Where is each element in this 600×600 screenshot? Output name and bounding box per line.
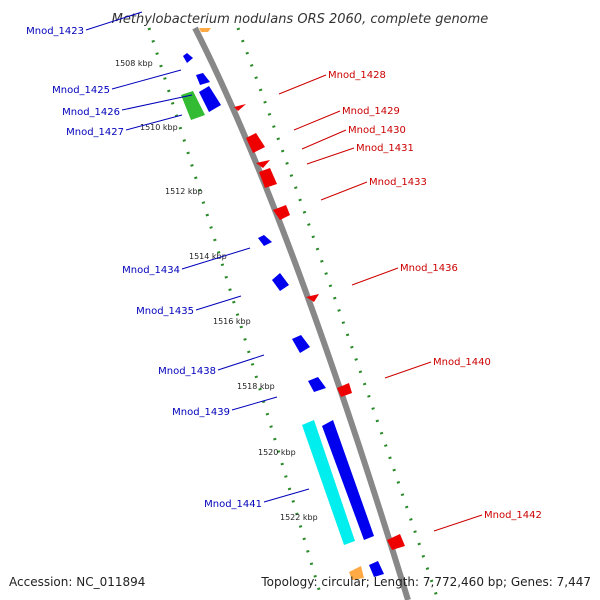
forward-gene[interactable] bbox=[272, 273, 289, 291]
reverse-gene[interactable] bbox=[306, 294, 319, 302]
gene-label[interactable]: Mnod_1436 bbox=[400, 263, 458, 274]
leader-line bbox=[320, 181, 368, 201]
leader-line bbox=[121, 94, 193, 111]
leader-line bbox=[306, 147, 355, 165]
leader-line bbox=[125, 114, 183, 131]
reverse-gene[interactable] bbox=[387, 534, 405, 550]
forward-gene[interactable] bbox=[183, 53, 193, 63]
kbp-label: 1520 kbp bbox=[258, 448, 296, 457]
reverse-gene[interactable] bbox=[259, 168, 277, 188]
rna-gene[interactable] bbox=[181, 91, 205, 120]
forward-gene[interactable] bbox=[292, 335, 310, 353]
cds-highlight[interactable] bbox=[302, 420, 355, 545]
gene-label[interactable]: Mnod_1425 bbox=[52, 85, 110, 96]
gene-label[interactable]: Mnod_1434 bbox=[122, 265, 180, 276]
reverse-gene[interactable] bbox=[234, 104, 246, 111]
gene-label[interactable]: Mnod_1442 bbox=[484, 510, 542, 521]
forward-gene[interactable] bbox=[369, 561, 384, 577]
gene-label[interactable]: Mnod_1423 bbox=[26, 26, 84, 37]
leader-line bbox=[231, 396, 278, 411]
genome-backbone bbox=[192, 26, 411, 600]
other-feature[interactable] bbox=[349, 566, 364, 580]
gene-label[interactable]: Mnod_1433 bbox=[369, 177, 427, 188]
leader-line bbox=[433, 514, 483, 532]
leader-line bbox=[278, 74, 327, 95]
kbp-label: 1516 kbp bbox=[213, 317, 251, 326]
gene-label[interactable]: Mnod_1430 bbox=[348, 125, 406, 136]
forward-gene[interactable] bbox=[258, 235, 272, 246]
kbp-label: 1514 kbp bbox=[189, 252, 227, 261]
leader-line bbox=[301, 129, 347, 150]
kbp-label: 1510 kbp bbox=[140, 123, 178, 132]
map-title: Methylobacterium nodulans ORS 2060, comp… bbox=[112, 12, 489, 27]
gene-label[interactable]: Mnod_1431 bbox=[356, 143, 414, 154]
kbp-label: 1512 kbp bbox=[165, 187, 203, 196]
gene-label[interactable]: Mnod_1429 bbox=[342, 106, 400, 117]
gene-label[interactable]: Mnod_1426 bbox=[62, 107, 120, 118]
reverse-gene[interactable] bbox=[273, 205, 290, 220]
gene-label[interactable]: Mnod_1439 bbox=[172, 407, 230, 418]
reverse-gene[interactable] bbox=[246, 133, 265, 153]
forward-gene[interactable] bbox=[196, 73, 210, 85]
leader-line bbox=[263, 488, 310, 503]
kbp-label: 1518 kbp bbox=[237, 382, 275, 391]
kbp-label: 1522 kbp bbox=[280, 513, 318, 522]
forward-gene[interactable] bbox=[199, 86, 221, 112]
gene-label[interactable]: Mnod_1440 bbox=[433, 357, 491, 368]
gene-label[interactable]: Mnod_1435 bbox=[136, 306, 194, 317]
kbp-label: 1508 kbp bbox=[115, 59, 153, 68]
leader-line bbox=[217, 354, 265, 371]
reverse-gene[interactable] bbox=[337, 383, 352, 397]
forward-gene[interactable] bbox=[308, 377, 326, 392]
gene-label[interactable]: Mnod_1428 bbox=[328, 70, 386, 81]
leader-line bbox=[111, 69, 182, 90]
leader-line bbox=[384, 361, 432, 379]
gene-label[interactable]: Mnod_1438 bbox=[158, 366, 216, 377]
genome-stats: Topology: circular; Length: 7,772,460 bp… bbox=[260, 575, 591, 589]
accession-label: Accession: NC_011894 bbox=[9, 575, 145, 589]
forward-gene[interactable] bbox=[322, 420, 374, 540]
leader-line bbox=[181, 247, 251, 270]
reverse-gene[interactable] bbox=[256, 160, 270, 168]
leader-line bbox=[351, 267, 399, 286]
gene-label[interactable]: Mnod_1441 bbox=[204, 499, 262, 510]
leader-line bbox=[293, 110, 341, 131]
gene-label[interactable]: Mnod_1427 bbox=[66, 127, 124, 138]
leader-line bbox=[85, 11, 143, 31]
other-feature[interactable] bbox=[199, 28, 211, 32]
leader-line bbox=[195, 295, 242, 311]
